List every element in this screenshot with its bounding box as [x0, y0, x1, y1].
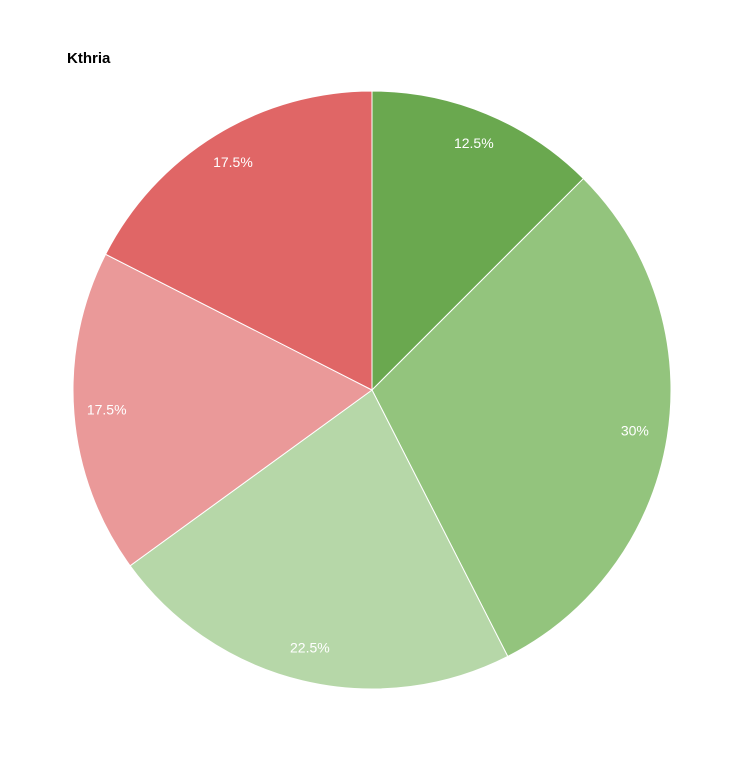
pie-slice [72, 253, 373, 567]
pie-slice [129, 389, 509, 690]
data-label: 17.5% [87, 402, 127, 418]
data-label: 30% [621, 422, 649, 438]
chart-title: Kthria [67, 50, 111, 67]
data-label: 12.5% [454, 135, 494, 151]
pie-slice [104, 90, 373, 391]
data-label: 17.5% [213, 154, 253, 170]
pie-slice [371, 90, 585, 392]
pie-slice [371, 177, 672, 658]
data-label: 22.5% [290, 639, 330, 655]
